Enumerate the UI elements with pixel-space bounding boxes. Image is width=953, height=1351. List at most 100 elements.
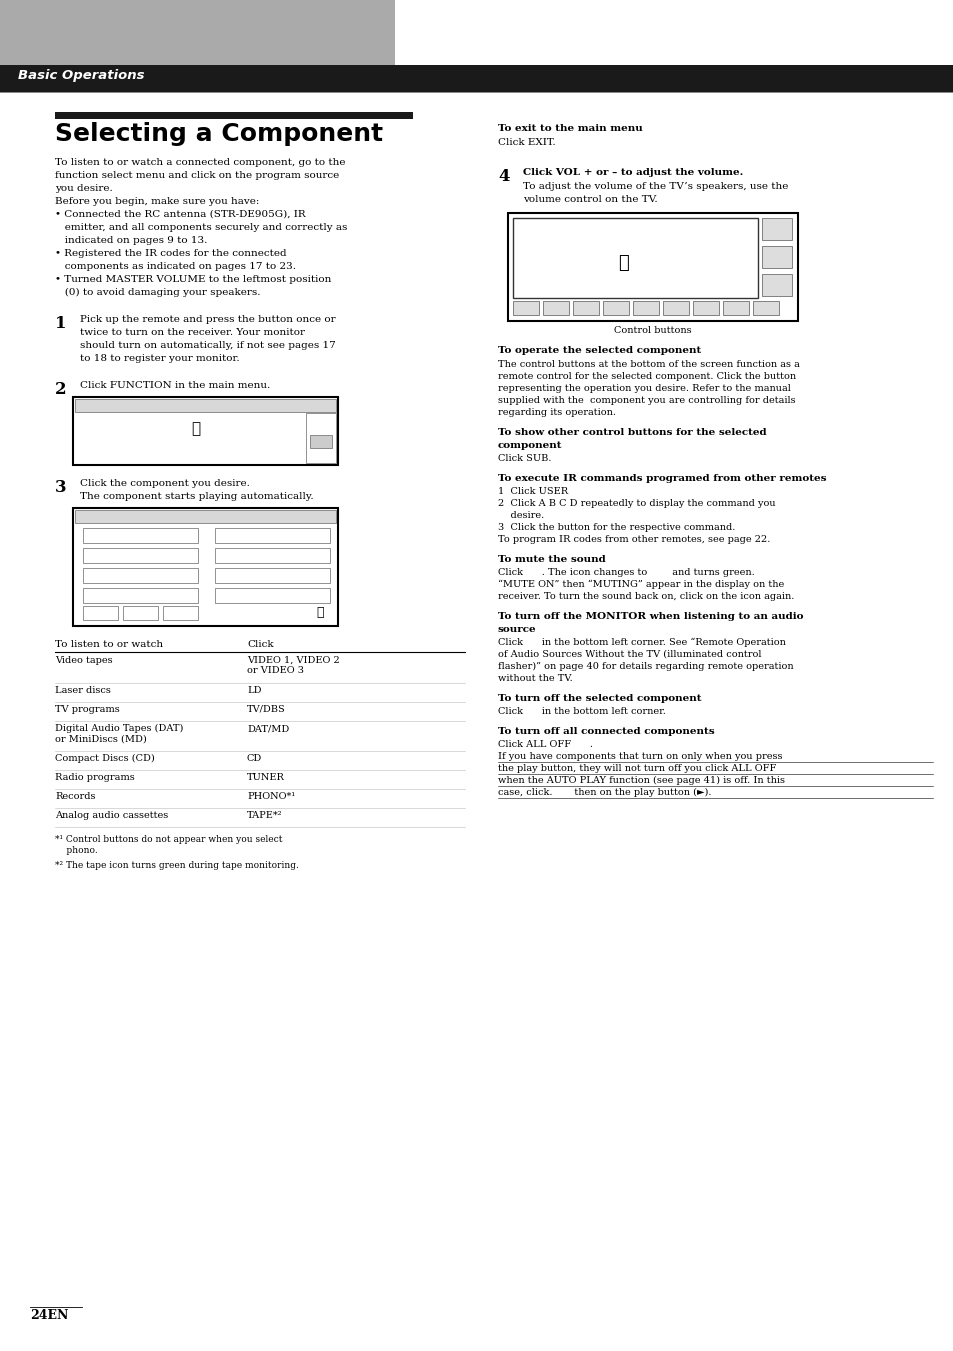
Text: • Registered the IR codes for the connected: • Registered the IR codes for the connec… [55,249,286,258]
Text: should turn on automatically, if not see pages 17: should turn on automatically, if not see… [80,340,335,350]
Text: indicated on pages 9 to 13.: indicated on pages 9 to 13. [55,236,207,245]
Bar [0,65,953,92]
Text: The control buttons at the bottom of the screen function as a: The control buttons at the bottom of the… [497,359,799,369]
Bar [73,397,337,465]
Bar [55,112,413,119]
Bar [692,301,719,315]
Bar [83,607,118,620]
Bar [214,549,330,563]
Text: To show other control buttons for the selected: To show other control buttons for the se… [497,428,766,436]
Text: Compact Discs (CD): Compact Discs (CD) [55,754,154,763]
Text: TUNER: TUNER [247,773,285,782]
Text: the play button, they will not turn off you click ALL OFF: the play button, they will not turn off … [497,765,776,773]
Text: To mute the sound: To mute the sound [497,555,605,563]
Text: ☞: ☞ [191,422,200,436]
Text: Basic Operations: Basic Operations [18,69,144,82]
Text: Laser discs: Laser discs [55,686,111,694]
Text: TV/DBS: TV/DBS [247,705,286,713]
Bar [633,301,659,315]
Text: Click: Click [247,640,274,648]
Text: Click      . The icon changes to        and turns green.: Click . The icon changes to and turns gr… [497,567,754,577]
Text: The component starts playing automatically.: The component starts playing automatical… [80,492,314,501]
Text: Click EXIT.: Click EXIT. [497,138,555,147]
Text: source: source [497,626,536,634]
Text: when the AUTO PLAY function (see page 41) is off. In this: when the AUTO PLAY function (see page 41… [497,775,784,785]
Text: (0) to avoid damaging your speakers.: (0) to avoid damaging your speakers. [55,288,260,297]
Bar [722,301,748,315]
Text: volume control on the TV.: volume control on the TV. [522,195,657,204]
Text: emitter, and all components securely and correctly as: emitter, and all components securely and… [55,223,347,232]
Bar [214,588,330,603]
Bar [83,528,198,543]
Text: component: component [497,440,562,450]
Text: CD: CD [247,754,262,763]
Text: of Audio Sources Without the TV (illuminated control: of Audio Sources Without the TV (illumin… [497,650,760,659]
Bar [306,413,335,463]
Text: To adjust the volume of the TV’s speakers, use the: To adjust the volume of the TV’s speaker… [522,182,787,190]
Text: Analog audio cassettes: Analog audio cassettes [55,811,168,820]
Text: twice to turn on the receiver. Your monitor: twice to turn on the receiver. Your moni… [80,328,305,336]
Text: “MUTE ON” then “MUTING” appear in the display on the: “MUTE ON” then “MUTING” appear in the di… [497,580,783,589]
Text: Click the component you desire.: Click the component you desire. [80,480,250,488]
Text: Video tapes: Video tapes [55,657,112,665]
Text: To turn off the selected component: To turn off the selected component [497,694,700,703]
Text: Control buttons: Control buttons [614,326,691,335]
Bar [752,301,779,315]
Bar [513,301,538,315]
Text: To turn off all connected components: To turn off all connected components [497,727,714,736]
Bar [761,246,791,267]
Text: DAT/MD: DAT/MD [247,724,289,734]
Bar [214,567,330,584]
Bar [513,218,758,299]
Text: Click VOL + or – to adjust the volume.: Click VOL + or – to adjust the volume. [522,168,742,177]
Text: you desire.: you desire. [55,184,112,193]
Text: Click ALL OFF      .: Click ALL OFF . [497,740,593,748]
Bar [662,301,688,315]
Text: 4: 4 [497,168,509,185]
Text: *¹ Control buttons do not appear when you select: *¹ Control buttons do not appear when yo… [55,835,282,844]
Text: To execute IR commands programed from other remotes: To execute IR commands programed from ot… [497,474,825,484]
Text: Click FUNCTION in the main menu.: Click FUNCTION in the main menu. [80,381,270,390]
Text: Digital Audio Tapes (DAT)
or MiniDiscs (MD): Digital Audio Tapes (DAT) or MiniDiscs (… [55,724,183,743]
Text: • Turned MASTER VOLUME to the leftmost position: • Turned MASTER VOLUME to the leftmost p… [55,276,331,284]
Text: • Connected the RC antenna (STR-DE905G), IR: • Connected the RC antenna (STR-DE905G),… [55,209,305,219]
Text: to 18 to register your monitor.: to 18 to register your monitor. [80,354,239,363]
Text: 24EN: 24EN [30,1309,69,1323]
Bar [214,528,330,543]
Text: 3  Click the button for the respective command.: 3 Click the button for the respective co… [497,523,735,532]
Bar [0,0,395,65]
Text: To listen to or watch: To listen to or watch [55,640,163,648]
Text: Radio programs: Radio programs [55,773,134,782]
Text: Before you begin, make sure you have:: Before you begin, make sure you have: [55,197,259,205]
Text: supplied with the  component you are controlling for details: supplied with the component you are cont… [497,396,795,405]
Text: 1  Click USER: 1 Click USER [497,486,568,496]
Text: VIDEO 1, VIDEO 2
or VIDEO 3: VIDEO 1, VIDEO 2 or VIDEO 3 [247,657,339,676]
Bar [123,607,158,620]
Text: To listen to or watch a connected component, go to the: To listen to or watch a connected compon… [55,158,345,168]
Text: without the TV.: without the TV. [497,674,572,684]
Text: Selecting a Component: Selecting a Component [55,122,383,146]
Text: regarding its operation.: regarding its operation. [497,408,616,417]
Text: receiver. To turn the sound back on, click on the icon again.: receiver. To turn the sound back on, cli… [497,592,794,601]
Bar [602,301,628,315]
Text: If you have components that turn on only when you press: If you have components that turn on only… [497,753,781,761]
Text: 2  Click A B C D repeatedly to display the command you: 2 Click A B C D repeatedly to display th… [497,499,775,508]
Bar [83,549,198,563]
Text: Click SUB.: Click SUB. [497,454,551,463]
Text: 3: 3 [55,480,67,496]
Text: representing the operation you desire. Refer to the manual: representing the operation you desire. R… [497,384,790,393]
Text: remote control for the selected component. Click the button: remote control for the selected componen… [497,372,796,381]
Bar [75,509,335,523]
Text: Pick up the remote and press the button once or: Pick up the remote and press the button … [80,315,335,324]
Text: *² The tape icon turns green during tape monitoring.: *² The tape icon turns green during tape… [55,861,298,870]
Text: desire.: desire. [497,511,543,520]
Text: Records: Records [55,792,95,801]
Bar [542,301,568,315]
Text: To operate the selected component: To operate the selected component [497,346,700,355]
Bar [761,274,791,296]
Text: 2: 2 [55,381,67,399]
Text: ☞: ☞ [618,254,628,272]
Text: function select menu and click on the program source: function select menu and click on the pr… [55,172,339,180]
Text: case, click.       then on the play button (►).: case, click. then on the play button (►)… [497,788,711,797]
Text: Click      in the bottom left corner. See “Remote Operation: Click in the bottom left corner. See “Re… [497,638,785,647]
